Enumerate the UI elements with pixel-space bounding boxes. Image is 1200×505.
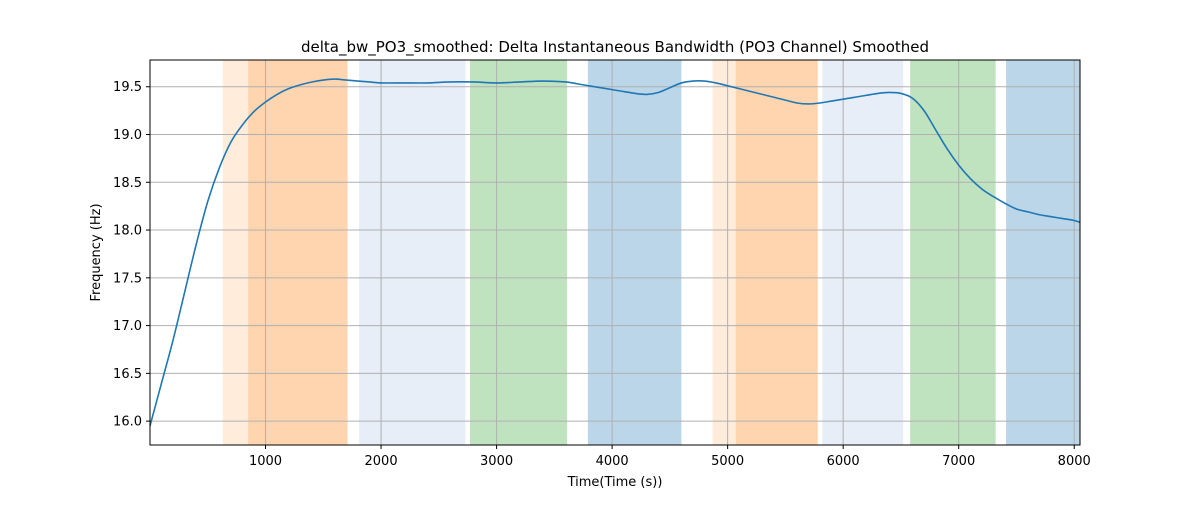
x-tick-label-6: 6000 [827, 454, 860, 469]
y-tick-label-1: 16.0 [113, 415, 142, 430]
shaded-band-4 [470, 60, 568, 445]
y-tick-label-4: 17.5 [113, 271, 142, 286]
grid-lines [150, 60, 1080, 445]
x-tick-label-8: 8000 [1058, 454, 1091, 469]
y-tick-label-6: 18.5 [113, 176, 142, 191]
shaded-band-6 [712, 60, 736, 445]
x-axis-label: Time(Time (s)) [567, 475, 663, 490]
x-tick-label-2: 2000 [365, 454, 398, 469]
chart-title: delta_bw_PO3_smoothed: Delta Instantaneo… [301, 38, 929, 57]
x-tick-label-4: 4000 [596, 454, 629, 469]
y-tick-label-2: 16.5 [113, 367, 142, 382]
x-tick-label-7: 7000 [942, 454, 975, 469]
y-tick-label-5: 18.0 [113, 224, 142, 239]
plot-frame [149, 59, 1081, 446]
x-axis-ticks: 1000 2000 3000 4000 5000 6000 7000 8000 [249, 445, 1091, 469]
y-tick-label-7: 19.0 [113, 128, 142, 143]
y-axis-ticks: 16.0 16.5 17.0 17.5 18.0 18.5 19.0 19.5 [113, 80, 150, 430]
series-group [149, 78, 1081, 427]
shaded-bands [222, 60, 1080, 445]
y-tick-label-3: 17.0 [113, 319, 142, 334]
shaded-band-5 [587, 60, 682, 445]
shaded-band-1 [222, 60, 249, 445]
y-axis-label: Frequency (Hz) [89, 203, 104, 301]
shaded-band-8 [822, 60, 904, 445]
shaded-band-10 [1006, 60, 1080, 445]
x-tick-label-1: 1000 [249, 454, 282, 469]
shaded-band-7 [735, 60, 818, 445]
x-tick-label-5: 5000 [711, 454, 744, 469]
shaded-band-2 [248, 60, 348, 445]
series-line-1 [149, 78, 1081, 427]
shaded-band-3 [359, 60, 466, 445]
shaded-band-9 [910, 60, 996, 445]
x-tick-label-3: 3000 [480, 454, 513, 469]
y-tick-label-8: 19.5 [113, 80, 142, 95]
